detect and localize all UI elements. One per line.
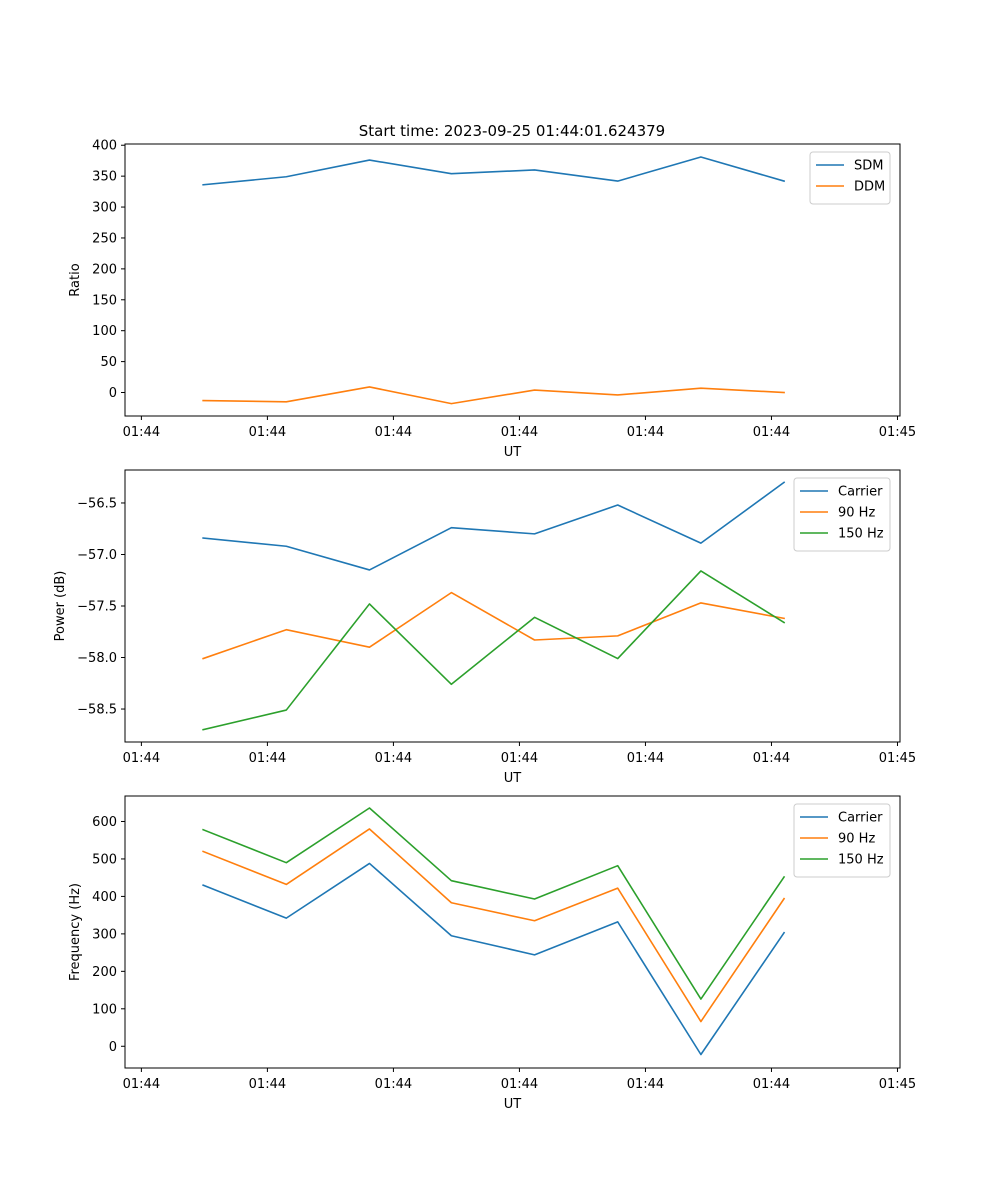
power-legend: Carrier 90 Hz 150 Hz (793, 477, 891, 552)
power-legend-label-90-hz: 90 Hz (838, 506, 875, 521)
power-x-tick-label: 01:44 (627, 751, 664, 766)
ratio-axes-frame (124, 143, 901, 417)
frequency-x-tick-label: 01:44 (123, 1077, 160, 1092)
ratio-legend-label-ddm: DDM (854, 180, 885, 195)
power-y-tick-label: −57.5 (77, 600, 117, 615)
frequency-x-axis-label: UT (504, 1097, 522, 1112)
ratio-x-tick-label: 01:44 (375, 425, 412, 440)
ratio-y-tick-label: 150 (92, 293, 117, 308)
frequency-y-tick-label: 300 (92, 927, 117, 942)
power-y-tick-label: −56.5 (77, 496, 117, 511)
ratio-y-tick-label: 400 (92, 139, 117, 154)
frequency-y-tick-label: 400 (92, 890, 117, 905)
ratio-y-tick-label: 50 (100, 355, 117, 370)
frequency-axes-frame (124, 795, 901, 1069)
frequency-legend-label-90-hz: 90 Hz (838, 832, 875, 847)
power-x-tick-label: 01:44 (501, 751, 538, 766)
ratio-x-axis-label: UT (504, 445, 522, 460)
power-legend-label-150-hz: 150 Hz (838, 527, 884, 542)
power-x-tick-label: 01:45 (879, 751, 916, 766)
ratio-y-tick-label: 300 (92, 201, 117, 216)
power-x-tick-label: 01:44 (753, 751, 790, 766)
power-x-tick-label: 01:44 (375, 751, 412, 766)
frequency-y-axis-label: Frequency (Hz) (68, 883, 83, 981)
power-y-tick-label: −58.0 (77, 651, 117, 666)
ratio-y-axis-label: Ratio (68, 263, 83, 296)
power-chart: 01:44 01:44 01:44 01:44 01:44 01:44 01:45 −58.5… (53, 469, 916, 786)
ratio-y-tick-label: 350 (92, 170, 117, 185)
power-legend-label-carrier: Carrier (838, 485, 883, 500)
figure-title: Start time: 2023-09-25 01:44:01.624379 (359, 122, 665, 140)
ratio-x-tick-label: 01:45 (879, 425, 916, 440)
frequency-series-line-150-hz (202, 807, 786, 1000)
frequency-x-tick-label: 01:44 (753, 1077, 790, 1092)
ratio-x-tick-label: 01:44 (627, 425, 664, 440)
ratio-x-tick-label: 01:44 (753, 425, 790, 440)
ratio-series-line-ddm (202, 386, 785, 405)
ratio-chart: 01:44 01:44 01:44 01:44 01:44 01:44 01:45 0 50 10… (68, 139, 916, 460)
frequency-legend-label-carrier: Carrier (838, 811, 883, 826)
power-x-tick-label: 01:44 (123, 751, 160, 766)
frequency-chart: 01:44 01:44 01:44 01:44 01:44 01:44 01:45 0 100 2… (68, 795, 916, 1112)
frequency-series-line-90-hz (202, 828, 786, 1023)
frequency-series-line-carrier (202, 862, 786, 1056)
power-axes-frame (124, 469, 901, 743)
frequency-x-tick-label: 01:44 (627, 1077, 664, 1092)
ratio-legend: SDM DDM (809, 151, 891, 205)
frequency-y-tick-label: 500 (92, 852, 117, 867)
power-x-axis-label: UT (504, 771, 522, 786)
power-x-tick-label: 01:44 (249, 751, 286, 766)
frequency-x-tick-label: 01:44 (249, 1077, 286, 1092)
frequency-y-tick-label: 200 (92, 965, 117, 980)
power-y-axis-label: Power (dB) (53, 571, 68, 642)
charts-container: 01:44 01:44 01:44 01:44 01:44 01:44 01:45 0 50 10… (53, 139, 916, 1112)
ratio-y-tick-label: 100 (92, 324, 117, 339)
ratio-x-tick-label: 01:44 (501, 425, 538, 440)
ratio-y-tick-label: 250 (92, 231, 117, 246)
power-series-line-carrier (202, 481, 786, 571)
frequency-y-tick-label: 600 (92, 815, 117, 830)
frequency-y-tick-label: 0 (109, 1040, 117, 1055)
ratio-y-tick-label: 200 (92, 262, 117, 277)
power-y-tick-label: −57.0 (77, 548, 117, 563)
frequency-x-tick-label: 01:44 (501, 1077, 538, 1092)
ratio-x-tick-label: 01:44 (249, 425, 286, 440)
frequency-x-tick-label: 01:45 (879, 1077, 916, 1092)
ratio-legend-label-sdm: SDM (854, 159, 883, 174)
ratio-x-tick-label: 01:44 (123, 425, 160, 440)
power-series-line-90-hz (202, 591, 786, 660)
frequency-legend: Carrier 90 Hz 150 Hz (793, 803, 891, 878)
frequency-legend-label-150-hz: 150 Hz (838, 853, 884, 868)
frequency-y-tick-label: 100 (92, 1002, 117, 1017)
power-y-tick-label: −58.5 (77, 703, 117, 718)
power-series-line-150-hz (202, 570, 786, 731)
ratio-y-tick-label: 0 (109, 386, 117, 401)
ratio-series-line-sdm (202, 156, 786, 186)
frequency-x-tick-label: 01:44 (375, 1077, 412, 1092)
